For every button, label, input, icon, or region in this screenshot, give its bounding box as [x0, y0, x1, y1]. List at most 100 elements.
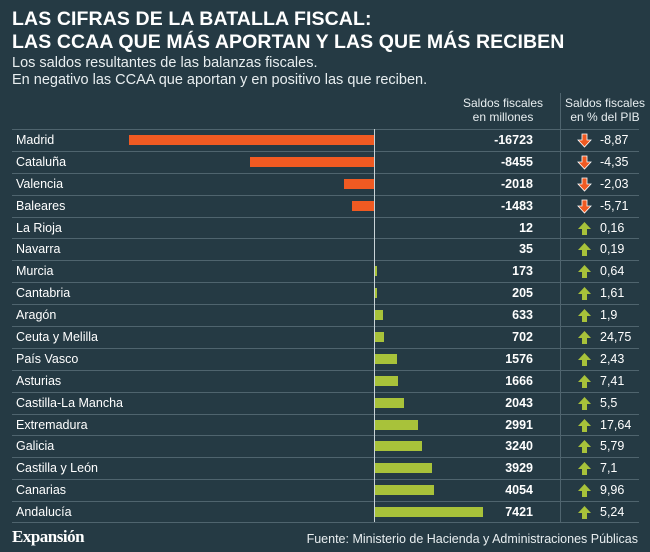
category-label: Castilla-La Mancha	[16, 395, 123, 410]
pct-label: 1,9	[600, 308, 618, 323]
chart-row: Castilla-La Mancha 2043 5,5	[12, 391, 639, 414]
value-label: -8455	[501, 154, 533, 169]
arrow-down-icon	[577, 133, 592, 148]
value-label: 12	[519, 220, 533, 235]
category-label: Cantabria	[16, 286, 71, 301]
category-label: Navarra	[16, 242, 61, 257]
pct-label: 5,24	[600, 505, 625, 520]
chart-row: Galicia 3240 5,79	[12, 435, 639, 457]
pct-label: -4,35	[600, 154, 629, 169]
column-header-saldos: Saldos fiscales en millones	[448, 96, 558, 124]
bar	[374, 419, 418, 430]
category-label: Valencia	[16, 176, 64, 191]
pct-label: 1,61	[600, 286, 625, 301]
arrow-up-icon	[578, 506, 591, 520]
chart-row: Castilla y León 3929 7,1	[12, 457, 639, 479]
value-label: 1666	[505, 373, 533, 388]
column-header-saldos-line-1: Saldos fiscales	[462, 96, 544, 110]
pct-label: -8,87	[600, 133, 629, 147]
category-label: La Rioja	[16, 220, 62, 235]
value-label: -1483	[501, 198, 533, 213]
arrow-up-icon	[578, 221, 591, 235]
chart-row: La Rioja 12 0,16	[12, 216, 639, 239]
pct-label: 17,64	[600, 417, 632, 432]
arrow-up-icon	[578, 440, 591, 454]
bar	[374, 332, 385, 343]
value-label: 3240	[505, 439, 533, 454]
arrow-down-icon	[577, 199, 592, 214]
category-label: Ceuta y Melilla	[16, 330, 98, 345]
category-label: Murcia	[16, 264, 54, 279]
value-label: 173	[512, 264, 533, 279]
chart-rows: Madrid -16723 -8,87 Cataluña -8455 -4,35 Valen…	[12, 129, 639, 524]
pct-label: -5,71	[600, 198, 629, 213]
bar	[374, 507, 483, 518]
bar	[374, 463, 432, 474]
category-label: Aragón	[16, 308, 57, 323]
source-note: Fuente: Ministerio de Hacienda y Adminis…	[306, 532, 638, 546]
arrow-up-icon	[578, 331, 591, 345]
chart-row: Cataluña -8455 -4,35	[12, 150, 639, 173]
pct-label: -2,03	[600, 176, 629, 191]
bar	[250, 156, 374, 167]
value-label: 3929	[505, 461, 533, 476]
category-label: Baleares	[16, 198, 66, 213]
bar	[129, 135, 374, 145]
arrow-up-icon	[578, 265, 591, 279]
category-label: Madrid	[16, 133, 55, 147]
pct-label: 2,43	[600, 351, 625, 366]
category-label: Andalucía	[16, 505, 72, 520]
chart-row: Extremadura 2991 17,64	[12, 413, 639, 436]
value-label: 7421	[505, 505, 533, 520]
value-label: 702	[512, 330, 533, 345]
value-label: 1576	[505, 351, 533, 366]
chart-title: LAS CIFRAS DE LA BATALLA FISCAL: LAS CCA…	[12, 8, 642, 54]
chart-subtitle: Los saldos resultantes de las balanzas f…	[12, 55, 642, 89]
subtitle-line-1: Los saldos resultantes de las balanzas f…	[12, 55, 318, 71]
bar	[374, 353, 398, 364]
pct-label: 0,16	[600, 220, 625, 235]
column-header-pct-line-1: Saldos fiscales	[564, 96, 646, 110]
value-label: -16723	[494, 133, 533, 147]
bar	[374, 375, 399, 386]
title-line-2: LAS CCAA QUE MÁS APORTAN Y LAS QUE MÁS R…	[12, 31, 565, 53]
chart-row: Madrid -16723 -8,87	[12, 129, 639, 151]
arrow-up-icon	[578, 352, 591, 366]
category-label: Castilla y León	[16, 461, 98, 476]
bar	[374, 397, 404, 408]
bar	[374, 266, 377, 277]
bar	[374, 485, 434, 496]
bar	[344, 178, 374, 189]
arrow-up-icon	[578, 396, 591, 410]
column-separator	[560, 93, 561, 523]
value-label: 4054	[505, 483, 533, 498]
arrow-down-icon	[577, 177, 592, 192]
value-label: 35	[519, 242, 533, 257]
arrow-down-icon	[577, 155, 592, 170]
category-label: Asturias	[16, 373, 62, 388]
zero-axis-line	[374, 129, 375, 522]
arrow-up-icon	[578, 484, 591, 498]
value-label: 2043	[505, 395, 533, 410]
bar	[374, 310, 384, 321]
chart-row: Asturias 1666 7,41	[12, 369, 639, 392]
chart-row: Navarra 35 0,19	[12, 238, 639, 260]
chart-row: Cantabria 205 1,61	[12, 282, 639, 304]
chart-row: Aragón 633 1,9	[12, 304, 639, 326]
value-label: 633	[512, 308, 533, 323]
category-label: Canarias	[16, 483, 67, 498]
chart-row: País Vasco 1576 2,43	[12, 347, 639, 370]
arrow-up-icon	[578, 374, 591, 388]
bar	[352, 200, 374, 211]
column-header-saldos-line-2: en millones	[472, 110, 534, 124]
category-label: Cataluña	[16, 154, 67, 169]
arrow-up-icon	[578, 243, 591, 257]
arrow-up-icon	[578, 418, 591, 432]
chart-row: Canarias 4054 9,96	[12, 479, 639, 501]
category-label: Extremadura	[16, 417, 88, 432]
chart-row: Baleares -1483 -5,71	[12, 194, 639, 217]
value-label: 2991	[505, 417, 533, 432]
value-label: -2018	[501, 176, 533, 191]
pct-label: 0,64	[600, 264, 625, 279]
title-line-1: LAS CIFRAS DE LA BATALLA FISCAL:	[12, 8, 372, 30]
